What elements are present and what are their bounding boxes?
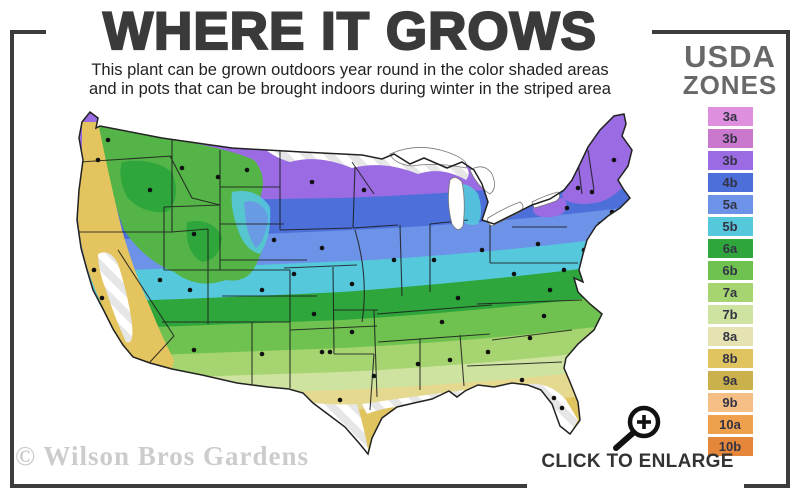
zone-chip-4b: 4b [707, 173, 753, 192]
frame-top-left [10, 30, 46, 34]
page-title: WHERE IT GROWS [102, 1, 597, 62]
zone-chip-6b: 6b [707, 261, 753, 280]
zone-chip-3b: 3b [707, 151, 753, 170]
zone-chip-3a: 3a [707, 107, 753, 126]
click-to-enlarge-label[interactable]: CLICK TO ENLARGE [541, 451, 734, 472]
us-hardiness-zone-map[interactable] [22, 102, 652, 462]
us-outline [76, 110, 633, 456]
legend-title-zones: ZONES [682, 70, 778, 100]
us-map-svg [76, 110, 633, 456]
zone-chip-9a: 9a [707, 371, 753, 390]
zone-chip-7b: 7b [707, 305, 753, 324]
frame-bottom-left [10, 484, 527, 488]
magnifying-glass-plus-icon[interactable] [606, 402, 664, 454]
legend-zone-list: 3a 3b 3b 4b 5a 5b 6a 6b 7a 7b 8a 8b 9a 9b 10a 10b [668, 107, 792, 456]
zone-chip-5b: 5b [707, 217, 753, 236]
watermark: © Wilson Bros Gardens [15, 441, 309, 471]
frame-left [10, 30, 14, 488]
frame-bottom-right [744, 484, 790, 488]
subtitle-line1: This plant can be grown outdoors year ro… [91, 61, 609, 79]
zone-chip-7a: 7a [707, 283, 753, 302]
subtitle-line2: and in pots that can be brought indoors … [89, 80, 611, 98]
frame-top-right [652, 30, 790, 34]
legend-title-usda: USDA [684, 39, 776, 74]
zone-chip-3b: 3b [707, 129, 753, 148]
zone-chip-10b: 10b [707, 437, 753, 456]
usda-zones-legend: USDA ZONES 3a 3b 3b 4b 5a 5b 6a 6b 7a 7b 8a 8b 9a 9b 1… [668, 39, 792, 459]
zone-chip-6a: 6a [707, 239, 753, 258]
capital-dots [91, 137, 617, 411]
zone-chip-8a: 8a [707, 327, 753, 346]
frame-right [786, 30, 790, 488]
zone-chip-5a: 5a [707, 195, 753, 214]
zone-chip-10a: 10a [707, 415, 753, 434]
zone-chip-8b: 8b [707, 349, 753, 368]
zone-chip-9b: 9b [707, 393, 753, 412]
